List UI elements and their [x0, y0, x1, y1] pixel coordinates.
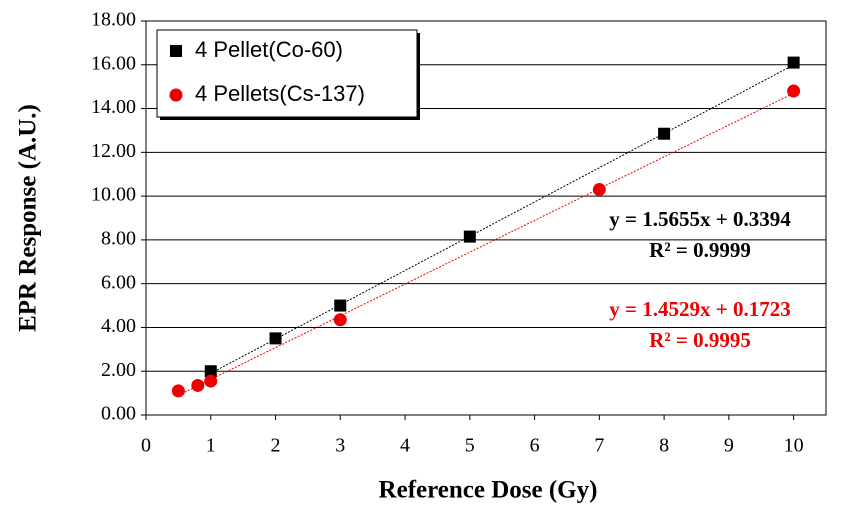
- point: [191, 378, 205, 392]
- trend-equation: y = 1.5655x + 0.3394: [609, 207, 791, 231]
- x-tick-label: 5: [465, 435, 475, 457]
- trendline: [210, 64, 794, 374]
- trendline: [178, 92, 794, 396]
- x-tick-label: 6: [530, 435, 540, 457]
- trend-r-squared: R² = 0.9995: [649, 328, 751, 352]
- x-tick-label: 4: [400, 435, 410, 457]
- y-tick-label: 16.00: [91, 52, 136, 74]
- y-axis-title: EPR Response (A.U.): [15, 104, 42, 332]
- point: [787, 56, 800, 69]
- x-tick-label: 9: [724, 435, 734, 457]
- trend-equation: y = 1.4529x + 0.1723: [609, 297, 790, 321]
- point: [463, 230, 476, 243]
- x-tick-label: 1: [206, 435, 216, 457]
- y-tick-label: 10.00: [91, 184, 136, 206]
- y-tick-label: 18.00: [91, 9, 136, 31]
- point: [658, 127, 671, 140]
- trend-r-squared: R² = 0.9999: [649, 238, 751, 262]
- point: [592, 183, 606, 197]
- x-tick-label: 2: [271, 435, 281, 457]
- x-tick-label: 7: [594, 435, 604, 457]
- y-tick-label: 0.00: [101, 403, 136, 425]
- point: [204, 365, 217, 378]
- legend-label: 4 Pellets(Cs-137): [195, 81, 365, 106]
- point: [171, 384, 185, 398]
- point: [269, 332, 282, 345]
- y-tick-label: 14.00: [91, 96, 136, 118]
- x-tick-label: 8: [659, 435, 669, 457]
- y-tick-label: 12.00: [91, 140, 136, 162]
- legend-marker: [169, 88, 183, 102]
- point: [333, 313, 347, 327]
- x-tick-label: 10: [784, 435, 804, 457]
- legend-box: [156, 29, 418, 118]
- y-tick-label: 2.00: [101, 359, 136, 381]
- legend-marker: [170, 45, 182, 57]
- point: [787, 84, 801, 98]
- y-tick-label: 4.00: [101, 315, 136, 337]
- x-axis-title: Reference Dose (Gy): [379, 477, 598, 504]
- legend-label: 4 Pellet(Co-60): [195, 37, 343, 62]
- y-tick-label: 8.00: [101, 227, 136, 249]
- plot-border: [145, 20, 827, 416]
- x-tick-label: 3: [335, 435, 345, 457]
- x-tick-label: 0: [141, 435, 151, 457]
- point: [204, 374, 218, 388]
- y-tick-label: 6.00: [101, 271, 136, 293]
- point: [334, 299, 347, 312]
